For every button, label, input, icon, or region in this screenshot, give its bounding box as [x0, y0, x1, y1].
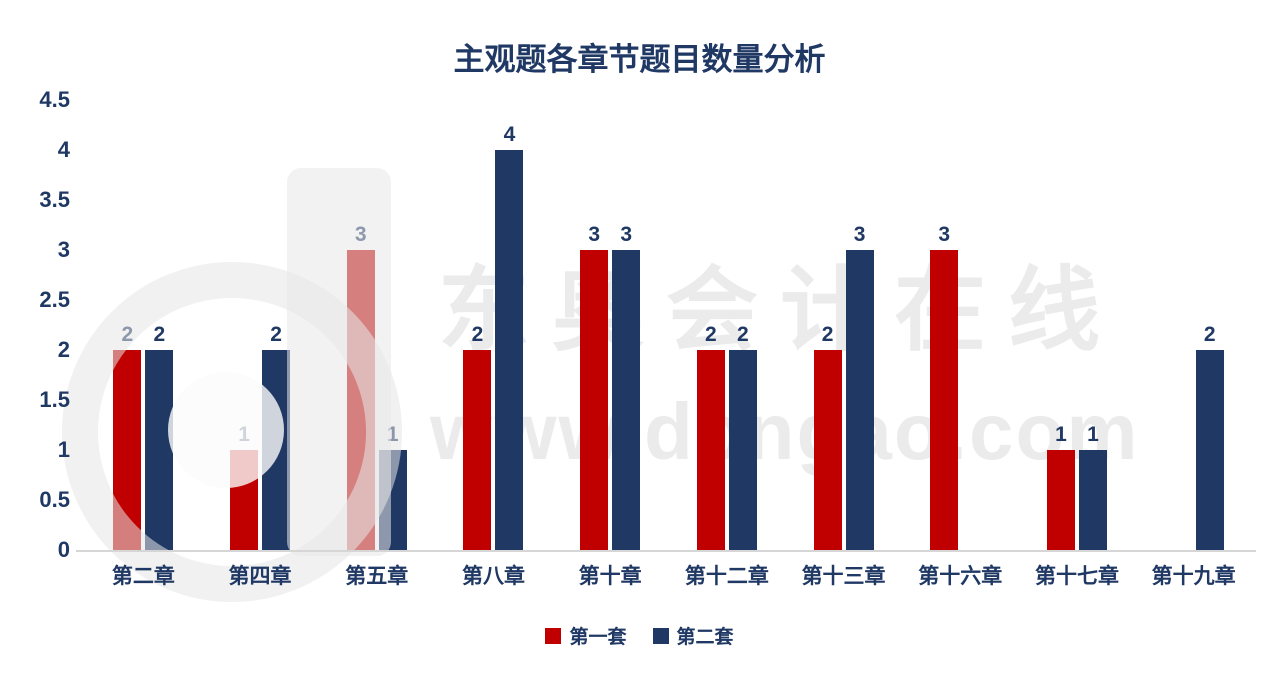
bar-group: 2 [1135, 100, 1252, 550]
watermark-text-cn: 东奥会计在线 [438, 260, 1123, 362]
bar-slot: 2 [262, 323, 291, 550]
bar-series-第一套 [230, 450, 259, 550]
bar-value-label: 2 [270, 323, 282, 346]
y-axis-tick-label: 4.5 [39, 87, 70, 112]
x-axis-tick-label: 第十二章 [684, 565, 769, 588]
bar-slot: 2 [696, 323, 725, 550]
bar-slot: 1 [1078, 423, 1107, 550]
bar-series-第一套 [1046, 450, 1075, 550]
bar-series-第二套 [145, 350, 174, 550]
legend-item: 第一套 [545, 622, 627, 649]
bar-series-第一套 [930, 250, 959, 550]
bar-value-label: 2 [471, 323, 484, 346]
y-axis-tick-label: 0 [57, 537, 70, 562]
x-axis-tick-label: 第十七章 [1034, 565, 1119, 588]
bar-series-第二套 [262, 350, 291, 550]
x-axis-tick-label: 第二章 [111, 565, 175, 588]
bar-slot: 1 [378, 423, 407, 550]
bar-value-label: 3 [938, 223, 951, 246]
x-axis-line [76, 550, 1256, 552]
bar-value-label: 2 [821, 323, 834, 346]
bar-slot: 4 [495, 123, 524, 550]
bar-value-label: 2 [1203, 323, 1216, 346]
bar-series-第二套 [1195, 350, 1224, 550]
bar-slot: 3 [612, 223, 641, 550]
bar-value-label: 1 [386, 423, 399, 446]
y-axis-tick-label: 2 [57, 337, 70, 362]
y-axis-tick-label: 0.5 [39, 487, 70, 512]
x-axis-tick-label: 第四章 [228, 565, 292, 588]
x-axis-tick-label: 第五章 [345, 565, 409, 588]
bar-value-label: 1 [1087, 423, 1099, 446]
y-axis-tick-label: 1 [57, 437, 70, 462]
bar-slot: 2 [1195, 323, 1224, 550]
bar-value-label: 3 [620, 223, 632, 246]
bar-series-第一套 [580, 250, 609, 550]
x-axis: 第二章 第四章 第五章 第八章 第十章 第十二章 第十三章 第十六章 第十七章 第十九章 [85, 560, 1252, 590]
legend-label: 第二套 [676, 627, 734, 648]
legend-item: 第二套 [652, 622, 734, 649]
legend-swatch [545, 627, 562, 644]
bar-series-第二套 [845, 250, 874, 550]
bar-slot: 2 [113, 323, 142, 550]
bar-series-第二套 [612, 250, 641, 550]
x-axis-tick-label: 第八章 [461, 565, 525, 588]
bar-value-label: 3 [354, 223, 367, 246]
bar-value-label: 4 [503, 123, 516, 146]
y-axis-tick-label: 3 [57, 237, 70, 262]
y-axis-tick-label: 4 [57, 137, 70, 162]
y-axis: 0 0.5 1 1.5 2 2.5 3 3.5 4 4.5 [0, 87, 70, 562]
bar-series-第一套 [813, 350, 842, 550]
bar-slot: 3 [346, 223, 375, 550]
bar-value-label: 3 [853, 223, 866, 246]
bar-slot: 3 [930, 223, 959, 550]
bar-value-label: 1 [238, 423, 250, 446]
bar-value-label: 2 [737, 323, 749, 346]
legend-swatch [652, 627, 669, 644]
bar-series-第二套 [1078, 450, 1107, 550]
legend: 第一套 第二套 [0, 622, 1279, 649]
y-axis-tick-label: 1.5 [39, 387, 70, 412]
x-axis-tick-label: 第十三章 [801, 565, 886, 588]
chart-title: 主观题各章节题目数量分析 [453, 42, 826, 77]
bar-slot: 2 [145, 323, 174, 550]
bar-value-label: 2 [153, 323, 166, 346]
bar-value-label: 2 [121, 323, 134, 346]
bar-slot: 2 [813, 323, 842, 550]
bar-group: 3 [902, 100, 1019, 550]
bar-series-第一套 [696, 350, 725, 550]
y-axis-tick-label: 2.5 [39, 287, 70, 312]
bar-value-label: 2 [705, 323, 717, 346]
bar-value-label: 1 [1055, 423, 1067, 446]
x-axis-tick-label: 第十九章 [1151, 565, 1236, 588]
bar-slot: 1 [1046, 423, 1075, 550]
bar-series-第一套 [346, 250, 375, 550]
bar-slot: 1 [230, 423, 259, 550]
bar-series-第二套 [495, 150, 524, 550]
x-axis-tick-label: 第十六章 [918, 565, 1003, 588]
bar-slot: 2 [463, 323, 492, 550]
bar-value-label: 3 [588, 223, 600, 246]
x-axis-tick-label: 第十章 [578, 565, 642, 588]
watermark-text-url: www.dongao.com [430, 387, 1140, 476]
bar-series-第一套 [113, 350, 142, 550]
bar-slot: 3 [580, 223, 609, 550]
legend-label: 第一套 [569, 627, 627, 648]
bar-series-第二套 [378, 450, 407, 550]
bar-slot: 3 [845, 223, 874, 550]
bar-series-第一套 [463, 350, 492, 550]
bar-series-第二套 [728, 350, 757, 550]
y-axis-tick-label: 3.5 [39, 187, 70, 212]
bar-slot: 2 [728, 323, 757, 550]
